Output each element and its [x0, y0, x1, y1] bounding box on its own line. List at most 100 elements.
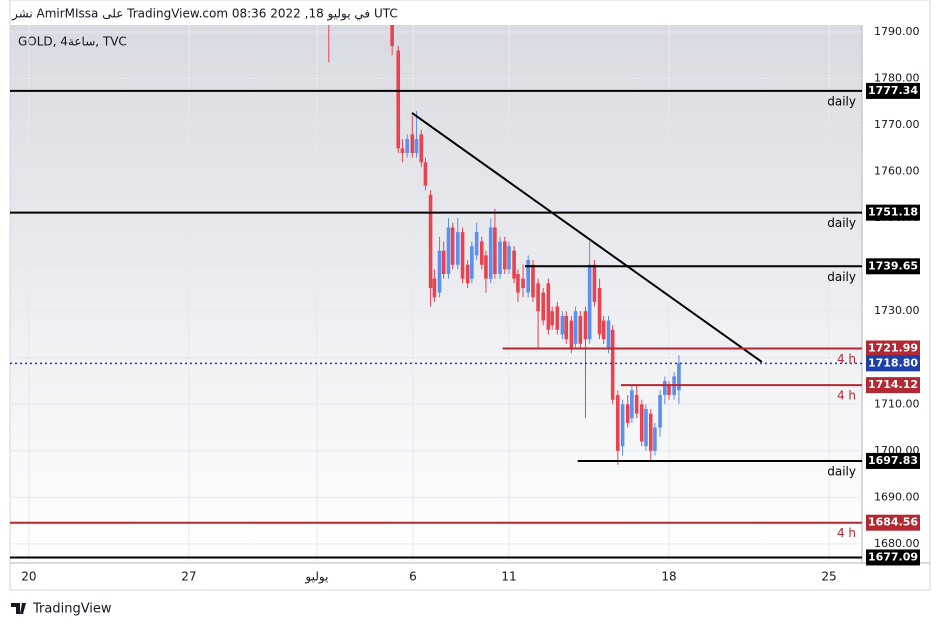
candle-body [677, 363, 681, 391]
candle-body [550, 311, 554, 326]
candle-body [507, 246, 511, 270]
candle-body [428, 194, 433, 288]
candle-body [601, 320, 606, 340]
price-tag [866, 514, 920, 531]
candle-body [634, 394, 639, 414]
price-axis [862, 25, 930, 563]
y-tick-label: 1710.00 [874, 397, 920, 410]
y-tick-label: 1760.00 [874, 165, 920, 178]
y-tick-label: 1780.00 [874, 72, 920, 85]
level-note: 4 h [837, 389, 856, 403]
candle-body [639, 404, 644, 442]
candle-body [653, 427, 657, 451]
candle-body [396, 50, 401, 149]
candle-body [516, 273, 520, 293]
candle-body [587, 264, 592, 340]
x-tick-label: 20 [21, 570, 36, 584]
candle-body [446, 227, 451, 274]
candle-body [610, 329, 615, 400]
candle-body [437, 250, 442, 293]
candle-body [620, 404, 625, 447]
level-note: daily [827, 270, 856, 284]
candle-body [615, 394, 620, 451]
candle-body [578, 315, 583, 344]
candle-body [583, 311, 588, 340]
candle-body [536, 283, 540, 312]
candle-body [658, 394, 662, 428]
trend-line [411, 112, 763, 363]
candle-body [390, 25, 394, 46]
level-note: 4 h [837, 526, 856, 540]
x-tick-label: 27 [181, 570, 196, 584]
y-tick-label: 1730.00 [874, 304, 920, 317]
symbol-label: GOLD, 4ساعة, TVC [18, 35, 127, 49]
price-tag [866, 549, 920, 566]
level-note: daily [827, 216, 856, 230]
level-note: daily [827, 94, 856, 108]
candle-body [546, 283, 551, 330]
y-tick-label: 1680.00 [874, 537, 920, 550]
candle-body [526, 260, 530, 293]
candle-body [648, 413, 653, 451]
candle-body [531, 264, 535, 298]
candle-body [606, 320, 611, 349]
level-note: daily [827, 464, 856, 478]
candle-body [423, 162, 428, 186]
x-tick-label: 25 [821, 570, 836, 584]
x-tick-label: 18 [661, 570, 676, 584]
candle-body [644, 408, 648, 447]
candle-body [569, 320, 574, 349]
candle-body [432, 278, 437, 298]
price-tag-label: 1751.18 [868, 206, 918, 219]
brand: TradingView [32, 602, 112, 617]
frame [9, 0, 931, 591]
price-tag-label: 1777.34 [868, 84, 918, 97]
candle-body [460, 232, 465, 279]
candle-body [667, 385, 671, 395]
price-tag [866, 204, 920, 221]
candle-body [414, 139, 419, 153]
candle-body [564, 315, 569, 340]
price-tag-label: 1697.83 [868, 454, 918, 467]
candle-body [597, 287, 602, 335]
x-tick-label: 6 [409, 570, 417, 584]
chart-title: نشر AmirMIssa على TradingView.com في يول… [11, 7, 398, 22]
candle-body [479, 241, 484, 265]
candle-body [488, 227, 493, 279]
price-tag [866, 452, 920, 469]
candle-body [400, 148, 405, 153]
price-tag-label: 1714.12 [868, 378, 918, 391]
candle-body [521, 278, 525, 288]
x-tick-label: 11 [501, 570, 516, 584]
price-tag-label: 1677.09 [868, 550, 918, 563]
candle-body [405, 139, 409, 153]
candle-body [470, 246, 474, 279]
candle-body [512, 250, 516, 279]
price-tag-label: 1718.80 [868, 356, 918, 369]
price-tag [866, 82, 920, 99]
price-tag-label: 1721.99 [868, 341, 918, 354]
candle-body [503, 241, 507, 270]
candle-body [555, 306, 560, 330]
candle-body [465, 264, 470, 284]
candle-body [625, 404, 630, 423]
price-tag-label: 1684.56 [868, 516, 918, 529]
candle-body [498, 241, 502, 274]
y-tick-label: 1770.00 [874, 118, 920, 131]
candle-body [419, 134, 424, 163]
candle-body [474, 232, 479, 256]
candle-body [541, 292, 546, 321]
candle-body [493, 227, 497, 274]
candle-body [450, 227, 455, 265]
level-note: 4 h [837, 352, 856, 366]
price-tag [866, 355, 920, 372]
candle-body [573, 311, 578, 344]
brand-logo: TradingView [11, 602, 112, 617]
price-tag [866, 340, 920, 357]
candle-body [441, 250, 446, 274]
candle-body [410, 134, 415, 153]
candle-body [663, 381, 667, 395]
y-tick-label: 1790.00 [874, 25, 920, 38]
candle-body [592, 264, 597, 302]
